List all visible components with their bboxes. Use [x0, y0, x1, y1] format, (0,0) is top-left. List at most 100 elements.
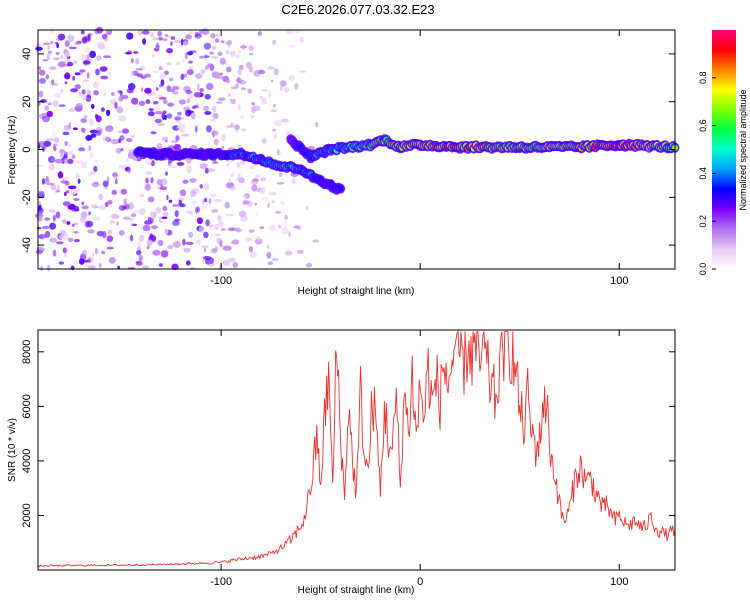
noise-speckle [280, 118, 289, 123]
noise-speckle [232, 262, 239, 268]
noise-speckle [151, 54, 156, 59]
noise-speckle [266, 251, 272, 259]
noise-speckle [92, 81, 100, 89]
page-title: C2E6.2026.077.03.32.E23 [281, 2, 434, 17]
noise-speckle [188, 60, 193, 64]
noise-speckle [55, 52, 60, 55]
noise-speckle [214, 199, 223, 202]
noise-speckle [270, 109, 278, 113]
noise-speckle [237, 68, 242, 76]
noise-speckle [281, 227, 289, 235]
noise-speckle [74, 84, 81, 90]
noise-speckle [148, 108, 154, 111]
noise-speckle [118, 95, 124, 102]
noise-speckle [237, 172, 241, 179]
noise-speckle [67, 237, 74, 243]
noise-speckle [255, 174, 260, 178]
noise-speckle [270, 79, 274, 83]
noise-speckle [170, 36, 176, 40]
noise-speckle [127, 50, 132, 53]
noise-speckle [203, 105, 210, 112]
noise-speckle [267, 66, 275, 70]
noise-speckle [106, 235, 114, 243]
noise-speckle [235, 227, 241, 233]
noise-speckle [199, 55, 205, 59]
noise-speckle [193, 105, 199, 108]
noise-speckle [172, 91, 179, 95]
noise-speckle [62, 131, 70, 136]
noise-speckle [45, 175, 49, 182]
noise-speckle [127, 166, 131, 174]
noise-speckle [64, 40, 70, 48]
colorbar-tick-label: 0.2 [698, 215, 708, 228]
noise-speckle [159, 96, 167, 100]
noise-speckle [87, 136, 93, 141]
snr-y-tick-label: 2000 [21, 503, 33, 527]
noise-speckle [129, 71, 134, 78]
noise-speckle [64, 81, 68, 85]
noise-speckle [204, 65, 209, 70]
noise-speckle [118, 164, 127, 169]
noise-speckle [271, 200, 275, 203]
noise-speckle [230, 241, 237, 245]
noise-speckle [162, 205, 168, 211]
noise-speckle [284, 250, 293, 256]
noise-speckle [47, 45, 50, 51]
noise-speckle [35, 249, 44, 255]
noise-speckle [294, 28, 301, 34]
noise-speckle [38, 69, 46, 76]
noise-speckle [251, 106, 256, 114]
noise-speckle [140, 87, 144, 92]
noise-speckle [38, 66, 41, 71]
noise-speckle [237, 50, 242, 54]
noise-speckle [102, 33, 108, 40]
noise-speckle [118, 138, 122, 144]
noise-speckle [204, 197, 208, 203]
noise-speckle [118, 204, 126, 211]
noise-speckle [135, 261, 143, 266]
spectrogram-y-axis-label: Frequency (Hz) [7, 116, 18, 185]
noise-speckle [196, 217, 203, 225]
noise-speckle [150, 177, 154, 184]
noise-speckle [182, 40, 189, 46]
noise-speckle [124, 203, 130, 210]
noise-speckle [175, 61, 181, 66]
noise-speckle [90, 104, 95, 109]
noise-speckle [202, 259, 205, 263]
noise-speckle [157, 123, 165, 127]
noise-speckle [154, 118, 162, 124]
noise-speckle [105, 29, 113, 35]
noise-speckle [156, 179, 163, 186]
noise-speckle [147, 196, 155, 203]
noise-speckle [312, 239, 319, 243]
noise-speckle [132, 51, 139, 54]
noise-speckle [210, 33, 216, 39]
noise-speckle [52, 249, 57, 257]
noise-speckle [114, 178, 118, 185]
noise-speckle [128, 202, 135, 210]
colorbar-tick-label: 0.6 [698, 119, 708, 132]
noise-speckle [226, 124, 235, 128]
noise-speckle [50, 40, 54, 45]
noise-speckle [244, 237, 252, 242]
noise-speckle [142, 224, 151, 232]
noise-speckle [201, 28, 210, 35]
noise-speckle [228, 93, 231, 97]
noise-speckle [139, 193, 145, 198]
noise-speckle [105, 125, 114, 132]
noise-speckle [293, 225, 300, 229]
noise-speckle [150, 32, 154, 38]
noise-speckle [149, 217, 154, 224]
noise-speckle [79, 72, 83, 76]
noise-speckle [219, 72, 223, 76]
noise-speckle [104, 202, 109, 207]
noise-speckle [80, 94, 87, 101]
noise-speckle [220, 228, 226, 232]
noise-speckle [212, 105, 217, 113]
noise-speckle [217, 97, 226, 101]
noise-speckle [166, 62, 172, 66]
noise-speckle [37, 190, 45, 194]
noise-speckle [298, 70, 307, 73]
noise-speckle [38, 90, 44, 98]
noise-speckle [127, 152, 135, 159]
